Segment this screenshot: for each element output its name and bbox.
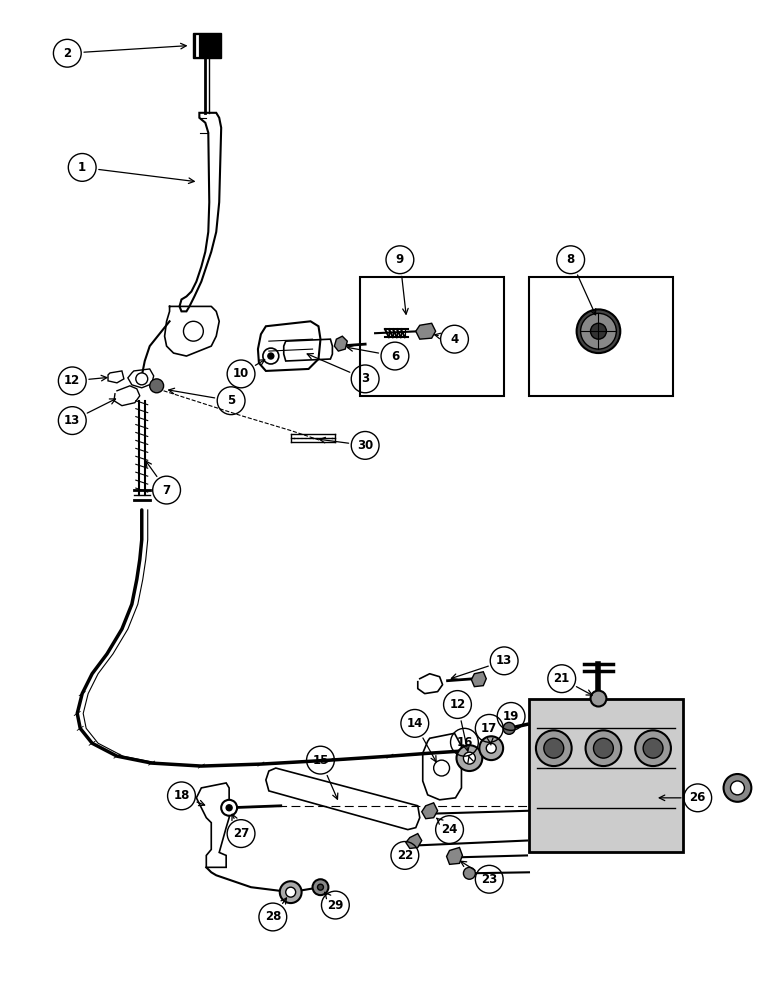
Circle shape [577, 309, 620, 353]
Text: 6: 6 [391, 350, 399, 363]
Circle shape [585, 730, 621, 766]
Text: 19: 19 [503, 710, 520, 723]
Circle shape [543, 738, 564, 758]
Text: 7: 7 [163, 484, 171, 497]
Circle shape [434, 760, 449, 776]
Text: 8: 8 [567, 253, 575, 266]
Bar [529, 699, 683, 852]
Circle shape [150, 379, 164, 393]
Text: 22: 22 [397, 849, 413, 862]
Circle shape [268, 353, 274, 359]
Circle shape [184, 321, 203, 341]
Circle shape [723, 774, 751, 802]
Text: 27: 27 [233, 827, 249, 840]
Bar [529, 277, 673, 396]
Text: 12: 12 [449, 698, 466, 711]
Text: 13: 13 [496, 654, 513, 667]
Text: 2: 2 [63, 47, 71, 60]
Polygon shape [472, 672, 486, 687]
Circle shape [536, 730, 571, 766]
Text: 9: 9 [396, 253, 404, 266]
Polygon shape [422, 803, 438, 819]
Circle shape [456, 745, 482, 771]
Polygon shape [406, 834, 422, 848]
Text: 21: 21 [554, 672, 570, 685]
Circle shape [286, 887, 296, 897]
Circle shape [263, 348, 279, 364]
Text: 26: 26 [689, 791, 706, 804]
Text: 16: 16 [456, 736, 472, 749]
Circle shape [226, 805, 232, 811]
Circle shape [313, 879, 328, 895]
Circle shape [136, 373, 147, 385]
Polygon shape [446, 847, 462, 864]
Text: 13: 13 [64, 414, 80, 427]
Text: 28: 28 [265, 910, 281, 923]
Text: 5: 5 [227, 394, 235, 407]
Circle shape [317, 884, 323, 890]
Text: 17: 17 [481, 722, 497, 735]
Text: 14: 14 [407, 717, 423, 730]
Text: 30: 30 [357, 439, 374, 452]
Text: 4: 4 [450, 333, 459, 346]
Circle shape [594, 738, 613, 758]
Circle shape [643, 738, 663, 758]
Polygon shape [194, 33, 222, 58]
Text: 12: 12 [64, 374, 80, 387]
Text: 18: 18 [173, 789, 190, 802]
Text: 10: 10 [233, 367, 249, 380]
Text: 3: 3 [361, 372, 369, 385]
Circle shape [730, 781, 744, 795]
Bar [361, 277, 504, 396]
Text: 24: 24 [442, 823, 458, 836]
Circle shape [222, 800, 237, 816]
Circle shape [503, 722, 515, 734]
Circle shape [581, 313, 616, 349]
Polygon shape [334, 336, 347, 351]
Circle shape [279, 881, 302, 903]
Circle shape [486, 743, 496, 753]
Circle shape [463, 752, 476, 764]
Text: 29: 29 [327, 899, 344, 912]
Circle shape [591, 323, 606, 339]
Text: 15: 15 [313, 754, 329, 767]
Circle shape [591, 691, 606, 707]
Text: 1: 1 [78, 161, 86, 174]
Circle shape [635, 730, 671, 766]
Polygon shape [416, 323, 435, 339]
Text: 23: 23 [481, 873, 497, 886]
Circle shape [479, 736, 503, 760]
Circle shape [463, 867, 476, 879]
